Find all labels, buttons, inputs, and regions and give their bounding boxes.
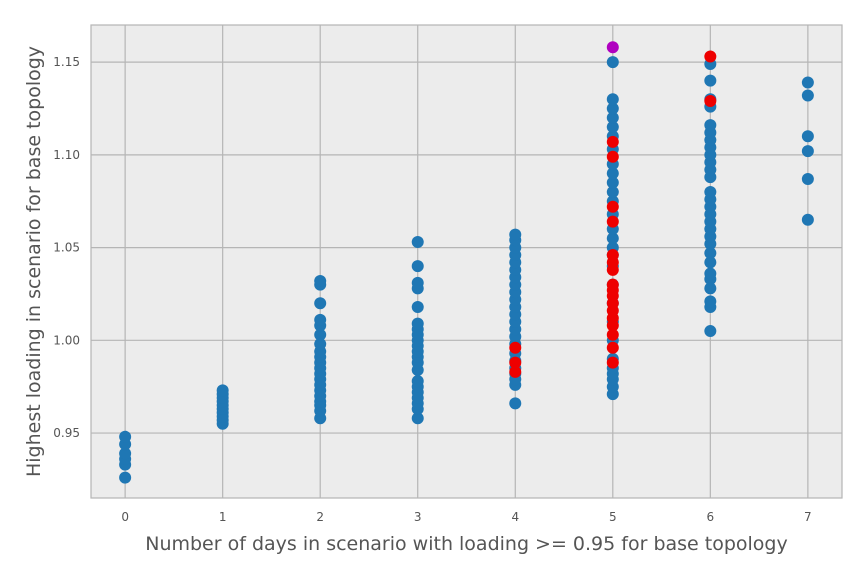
data-point-blue	[119, 430, 132, 443]
data-point-blue	[704, 74, 717, 87]
data-point-blue	[314, 328, 327, 341]
x-tick-label: 5	[609, 510, 617, 524]
data-point-purple	[606, 41, 619, 54]
x-tick-labels: 0 1 2 3 4 5 6 7	[121, 510, 811, 524]
data-point-blue	[216, 384, 229, 397]
data-point-red	[606, 341, 619, 354]
data-point-blue	[509, 397, 522, 410]
data-point-red	[704, 50, 717, 63]
x-tick-label: 2	[316, 510, 324, 524]
data-point-blue	[606, 56, 619, 69]
plot-frame	[90, 24, 843, 499]
x-tick-label: 7	[804, 510, 812, 524]
x-tick-label: 1	[219, 510, 227, 524]
data-point-blue	[411, 375, 424, 388]
y-tick-label: 1.00	[53, 333, 80, 347]
data-points	[119, 41, 814, 484]
data-point-red	[704, 95, 717, 108]
data-point-blue	[411, 300, 424, 313]
x-axis-label: Number of days in scenario with loading …	[145, 533, 788, 555]
data-point-red	[509, 365, 522, 378]
data-point-blue	[411, 236, 424, 249]
data-point-blue	[314, 274, 327, 287]
data-point-blue	[411, 412, 424, 425]
data-point-blue	[606, 121, 619, 134]
data-point-red	[509, 356, 522, 369]
data-point-blue	[606, 232, 619, 245]
x-tick-label: 4	[511, 510, 519, 524]
y-tick-label: 1.10	[53, 148, 80, 162]
data-point-blue	[801, 76, 814, 89]
data-point-blue	[704, 325, 717, 338]
data-point-blue	[801, 172, 814, 185]
y-axis-label: Highest loading in scenario for base top…	[23, 46, 45, 477]
data-point-blue	[314, 313, 327, 326]
data-point-red	[606, 135, 619, 148]
data-point-red	[606, 328, 619, 341]
data-point-blue	[606, 93, 619, 106]
data-point-red	[606, 278, 619, 291]
data-point-blue	[119, 471, 132, 484]
data-point-red	[606, 200, 619, 213]
data-point-blue	[119, 447, 132, 460]
x-tick-label: 6	[707, 510, 715, 524]
data-point-red	[509, 341, 522, 354]
y-tick-label: 1.15	[53, 55, 80, 69]
data-point-blue	[606, 111, 619, 124]
x-tick-label: 3	[414, 510, 422, 524]
y-tick-label: 0.95	[53, 426, 80, 440]
data-point-red	[606, 215, 619, 228]
data-point-blue	[411, 317, 424, 330]
data-point-red	[606, 356, 619, 369]
data-point-blue	[411, 276, 424, 289]
data-point-red	[606, 150, 619, 163]
data-point-blue	[606, 167, 619, 180]
data-point-blue	[704, 282, 717, 295]
data-point-blue	[801, 130, 814, 143]
y-tick-label: 1.05	[53, 241, 80, 255]
data-point-blue	[509, 228, 522, 241]
data-point-red	[606, 249, 619, 262]
data-point-blue	[606, 185, 619, 198]
data-point-blue	[704, 256, 717, 269]
y-tick-labels: 0.95 1.00 1.05 1.10 1.15	[53, 55, 80, 440]
data-point-blue	[801, 89, 814, 102]
data-point-blue	[704, 119, 717, 132]
data-point-blue	[606, 102, 619, 115]
data-point-blue	[704, 267, 717, 280]
x-tick-label: 0	[121, 510, 129, 524]
data-point-blue	[704, 185, 717, 198]
data-point-blue	[801, 213, 814, 226]
data-point-blue	[411, 260, 424, 273]
plot-area	[91, 25, 842, 498]
data-point-blue	[314, 338, 327, 351]
data-point-blue	[801, 145, 814, 158]
data-point-blue	[704, 295, 717, 308]
data-point-blue	[606, 176, 619, 189]
data-point-blue	[314, 297, 327, 310]
data-point-blue	[704, 247, 717, 260]
